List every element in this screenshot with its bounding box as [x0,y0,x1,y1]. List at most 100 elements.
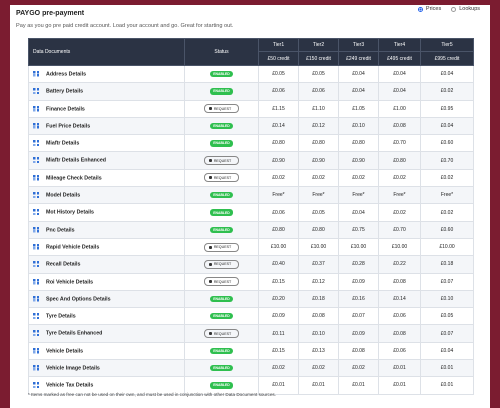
table-row: Vehicle Details ENABLED £0.15 £0.13 £0.08 £0.… [28,341,474,361]
radio[interactable] [417,6,423,12]
column-header: Tier2 [298,38,339,52]
status-cell: ENABLED [184,376,259,395]
price-cell: £0.10 [420,289,474,309]
price-cell: £0.70 [420,151,474,170]
status-cell: ENABLED [184,116,259,136]
price-cell: £0.12 [298,272,339,291]
document-icon [33,157,39,164]
price-cell: £10.00 [258,237,299,257]
price-cell: £0.14 [258,116,299,136]
document-icon [33,105,39,112]
price-cell: £0.02 [420,82,474,101]
status-cell: REQUEST [184,168,259,188]
price-cell: Free* [378,186,421,205]
document-cell: Miaftr Details [28,134,185,153]
radio-prices[interactable]: Prices [417,6,442,12]
title: PAYGO pre-payment [16,10,85,17]
price-cell: £0.08 [378,272,421,291]
table-row: Finance Details REQUEST £1.15 £1.10 £1.05 £1.… [28,99,474,118]
document-cell: Rapid Vehicle Details [28,237,185,257]
price-cell: £0.02 [298,359,339,378]
document-cell: Tyre Details Enhanced [28,324,185,343]
document-name: Vehicle Image Details [46,365,100,372]
status-cell: ENABLED [184,289,259,309]
price-cell: £0.04 [378,64,421,84]
document-cell: Model Details [28,186,185,205]
price-cell: £0.05 [258,64,299,84]
radio-label[interactable]: Prices [425,6,442,12]
table-row: Recall Details REQUEST £0.40 £0.37 £0.28 £0.2… [28,255,474,274]
document-icon [33,140,39,147]
request-button[interactable]: REQUEST [203,259,240,269]
radio-label[interactable]: Lookups [459,6,480,12]
request-button[interactable]: REQUEST [203,242,240,252]
table-row: Miaftr Details Enhanced REQUEST £0.90 £0.90… [28,151,474,170]
price-cell: £0.80 [298,134,339,153]
document-name: Finance Details [46,105,85,112]
table-row: Rapid Vehicle Details REQUEST £10.00 £10.00… [28,237,474,257]
price-cell: £0.90 [258,151,299,170]
credit-header: £249 credit [338,51,379,66]
credit-header: £495 credit [378,51,421,66]
subtitle: Pay as you go pre paid credit account. L… [16,23,234,29]
table-row: Miaftr Details ENABLED £0.80 £0.80 £0.80 £0.7… [28,134,474,153]
price-cell: £0.05 [420,307,474,326]
price-cell: £0.09 [338,324,379,343]
price-cell: £0.04 [338,203,379,222]
status-cell: ENABLED [184,64,259,84]
price-cell: £0.95 [420,99,474,118]
credit-header: £50 credit [258,51,299,66]
price-cell: £0.05 [298,64,339,84]
enabled-badge: ENABLED [210,88,233,95]
document-icon [33,122,39,129]
table-row: Battery Details ENABLED £0.06 £0.06 £0.04 £0.… [28,82,474,101]
document-icon [33,70,39,77]
document-icon [33,174,39,181]
document-name: Tyre Details [46,313,76,320]
request-button[interactable]: REQUEST [203,156,240,166]
document-name: Rapid Vehicle Details [46,244,100,251]
column-header: Tier3 [338,38,379,52]
price-cell: £0.80 [258,134,299,153]
radio-lookups[interactable]: Lookups [451,6,480,12]
price-cell: £1.10 [298,99,339,118]
request-button[interactable]: REQUEST [203,104,240,114]
enabled-badge: ENABLED [210,313,233,320]
price-cell: £0.01 [420,359,474,378]
document-icon [33,243,39,250]
price-cell: £0.75 [338,220,379,239]
table-row: Mot History Details ENABLED £0.06 £0.05 £0.0… [28,203,474,222]
price-cell: £0.04 [420,116,474,136]
price-cell: £0.10 [338,116,379,136]
price-cell: £0.16 [338,289,379,309]
price-cell: £0.05 [298,203,339,222]
document-icon [33,261,39,268]
table-row: Spec And Options Details ENABLED £0.20 £0.1… [28,289,474,309]
card: PAYGO pre-payment Pay as you go pre paid… [10,5,490,408]
document-cell: Address Details [28,64,185,84]
price-cell: £1.05 [338,99,379,118]
request-button[interactable]: REQUEST [203,173,240,183]
document-name: Pnc Details [46,227,75,234]
column-header: Data Documents [28,38,185,66]
document-icon [33,382,39,389]
document-cell: Fuel Price Details [28,116,185,136]
enabled-badge: ENABLED [210,192,233,199]
price-cell: £0.12 [298,116,339,136]
status-cell: REQUEST [184,272,259,291]
radio[interactable] [451,6,457,12]
price-cell: £1.00 [378,99,421,118]
document-name: Roi Vehicle Details [46,278,94,285]
status-cell: REQUEST [184,324,259,343]
price-cell: Free* [420,186,474,205]
price-cell: £0.20 [258,289,299,309]
document-name: Miaftr Details Enhanced [46,157,107,164]
price-cell: £0.07 [338,307,379,326]
price-cell: £0.04 [338,64,379,84]
request-button[interactable]: REQUEST [203,329,240,339]
table-row: Vehicle Tax Details ENABLED £0.01 £0.01 £0.0… [28,376,474,395]
request-button[interactable]: REQUEST [203,277,240,287]
price-cell: £0.80 [338,134,379,153]
price-cell: £0.70 [378,220,421,239]
price-cell: £0.08 [298,307,339,326]
